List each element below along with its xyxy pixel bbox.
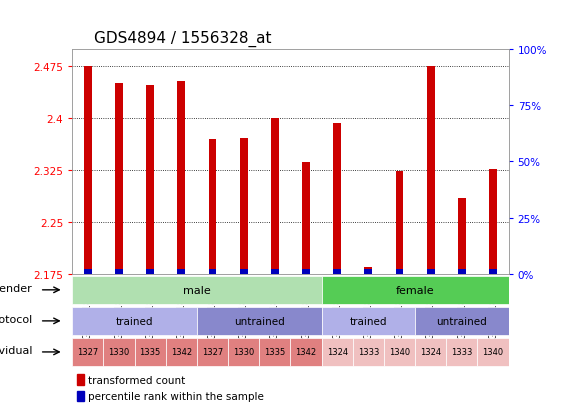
Bar [427, 270, 435, 275]
Text: transformed count: transformed count [88, 375, 185, 385]
Bar [72, 307, 197, 335]
Text: GDS4894 / 1556328_at: GDS4894 / 1556328_at [94, 31, 272, 47]
Text: 1335: 1335 [264, 348, 286, 356]
Text: untrained: untrained [436, 316, 487, 326]
Bar [334, 270, 341, 275]
Text: 1324: 1324 [327, 348, 348, 356]
Text: 1333: 1333 [451, 348, 473, 356]
Bar [115, 270, 123, 275]
Bar [477, 338, 509, 366]
Bar [177, 270, 185, 275]
Bar [197, 338, 228, 366]
Text: 1330: 1330 [233, 348, 254, 356]
Bar [321, 276, 509, 304]
Bar [77, 391, 84, 401]
Text: 1327: 1327 [77, 348, 98, 356]
Bar [197, 307, 321, 335]
Bar [177, 82, 185, 275]
Bar [321, 338, 353, 366]
Bar [228, 338, 260, 366]
Bar [427, 67, 435, 275]
Text: trained: trained [116, 316, 153, 326]
Text: 1330: 1330 [109, 348, 129, 356]
Bar [302, 162, 310, 275]
Text: protocol: protocol [0, 315, 32, 325]
Bar [271, 119, 279, 275]
Bar [271, 270, 279, 275]
Bar [146, 270, 154, 275]
Bar [84, 67, 92, 275]
Bar [72, 276, 321, 304]
Bar [291, 338, 321, 366]
Text: gender: gender [0, 284, 32, 294]
Text: 1335: 1335 [139, 348, 161, 356]
Bar [396, 171, 403, 275]
Bar [260, 338, 291, 366]
Bar [365, 270, 372, 275]
Bar [77, 375, 84, 385]
Text: 1340: 1340 [389, 348, 410, 356]
Text: 1327: 1327 [202, 348, 223, 356]
Text: male: male [183, 285, 211, 295]
Bar [103, 338, 135, 366]
Bar [135, 338, 166, 366]
Bar [84, 270, 92, 275]
Bar [146, 85, 154, 275]
Bar [446, 338, 477, 366]
Bar [209, 140, 216, 275]
Text: percentile rank within the sample: percentile rank within the sample [88, 392, 264, 401]
Bar [415, 307, 509, 335]
Bar [334, 123, 341, 275]
Bar [209, 270, 216, 275]
Text: female: female [396, 285, 435, 295]
Text: 1340: 1340 [483, 348, 503, 356]
Bar [458, 199, 466, 275]
Bar [72, 338, 103, 366]
Bar [353, 338, 384, 366]
Bar [489, 270, 497, 275]
Bar [365, 268, 372, 275]
Bar [115, 84, 123, 275]
Text: 1324: 1324 [420, 348, 441, 356]
Text: individual: individual [0, 346, 32, 356]
Bar [240, 270, 247, 275]
Text: 1342: 1342 [171, 348, 192, 356]
Text: untrained: untrained [234, 316, 284, 326]
Bar [415, 338, 446, 366]
Bar [489, 169, 497, 275]
Bar [166, 338, 197, 366]
Bar [321, 307, 415, 335]
Bar [240, 138, 247, 275]
Text: 1333: 1333 [358, 348, 379, 356]
Bar [384, 338, 415, 366]
Bar [396, 270, 403, 275]
Text: 1342: 1342 [295, 348, 317, 356]
Text: trained: trained [350, 316, 387, 326]
Bar [458, 270, 466, 275]
Bar [302, 270, 310, 275]
